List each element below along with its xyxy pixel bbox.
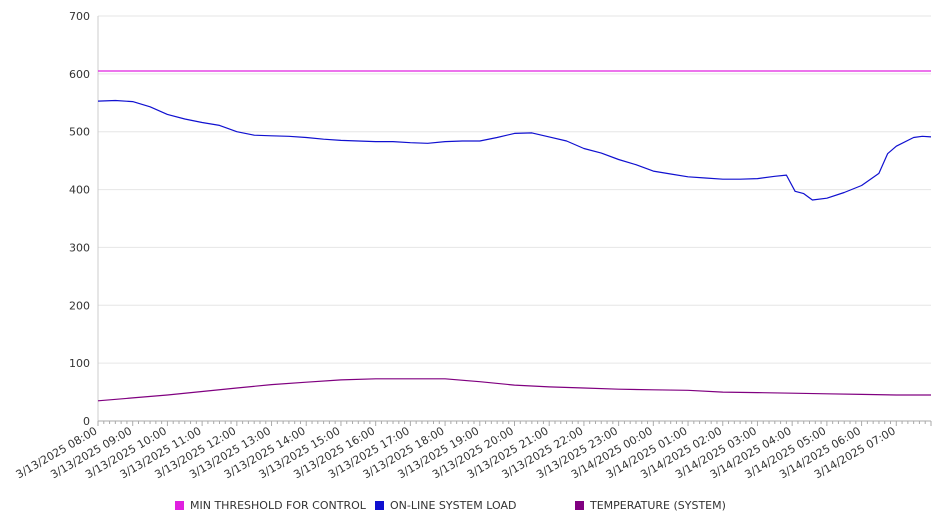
- y-tick-label: 700: [69, 10, 90, 23]
- y-tick-label: 400: [69, 184, 90, 197]
- legend-swatch: [575, 501, 584, 510]
- legend: MIN THRESHOLD FOR CONTROL ON-LINE SYSTEM…: [0, 499, 946, 515]
- y-tick-label: 0: [83, 415, 90, 428]
- series-lines: [97, 70, 932, 402]
- legend-label: MIN THRESHOLD FOR CONTROL: [190, 499, 366, 512]
- legend-item-threshold[interactable]: MIN THRESHOLD FOR CONTROL: [175, 499, 366, 512]
- grid: [98, 15, 931, 364]
- y-tick-label: 500: [69, 126, 90, 139]
- legend-label: ON-LINE SYSTEM LOAD: [390, 499, 517, 512]
- y-tick-label: 100: [69, 357, 90, 370]
- y-tick-label: 200: [69, 299, 90, 312]
- y-tick-label: 300: [69, 241, 90, 254]
- y-tick-labels: 0 100 200 300 400 500 600 700: [69, 10, 90, 428]
- x-tick-labels: 3/13/2025 08:003/13/2025 09:003/13/2025 …: [14, 424, 898, 481]
- legend-item-temperature[interactable]: TEMPERATURE (SYSTEM): [575, 499, 726, 512]
- legend-label: TEMPERATURE (SYSTEM): [590, 499, 726, 512]
- series-line-2: [97, 378, 931, 402]
- legend-swatch: [175, 501, 184, 510]
- axes: [97, 16, 932, 426]
- legend-item-system-load[interactable]: ON-LINE SYSTEM LOAD: [375, 499, 516, 512]
- legend-swatch: [375, 501, 384, 510]
- y-tick-label: 600: [69, 68, 90, 81]
- series-line-1: [97, 99, 932, 201]
